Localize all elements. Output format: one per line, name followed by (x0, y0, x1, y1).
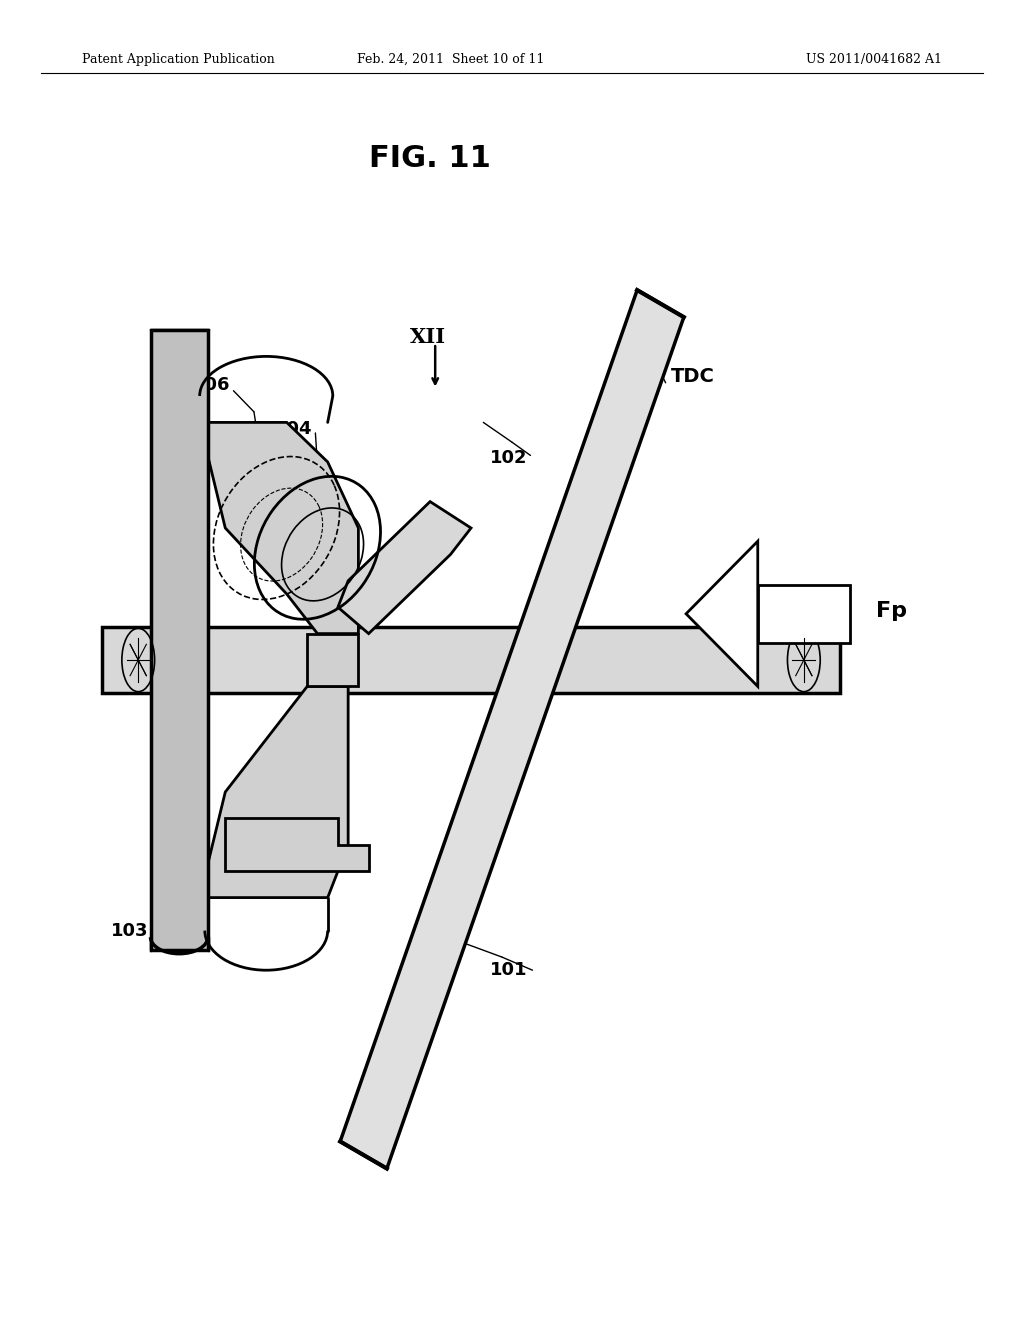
Polygon shape (200, 686, 348, 898)
Text: Fp: Fp (876, 601, 906, 622)
Text: FIG. 11: FIG. 11 (369, 144, 492, 173)
Text: Feb. 24, 2011  Sheet 10 of 11: Feb. 24, 2011 Sheet 10 of 11 (357, 53, 544, 66)
Text: 102: 102 (489, 449, 527, 467)
Text: XII: XII (410, 326, 445, 347)
Polygon shape (758, 585, 850, 643)
Text: BDC: BDC (361, 1089, 407, 1107)
Text: TDC: TDC (671, 367, 715, 385)
Polygon shape (225, 818, 369, 871)
Text: 106: 106 (193, 376, 230, 395)
Text: US 2011/0041682 A1: US 2011/0041682 A1 (806, 53, 942, 66)
Polygon shape (151, 330, 208, 950)
Text: 101: 101 (489, 961, 527, 979)
Polygon shape (102, 627, 840, 693)
Polygon shape (200, 422, 358, 634)
Polygon shape (338, 502, 471, 634)
Polygon shape (307, 634, 358, 686)
Polygon shape (340, 290, 684, 1168)
Text: 103: 103 (111, 921, 148, 940)
Polygon shape (686, 541, 758, 686)
Text: 104: 104 (274, 420, 312, 438)
Text: Patent Application Publication: Patent Application Publication (82, 53, 274, 66)
